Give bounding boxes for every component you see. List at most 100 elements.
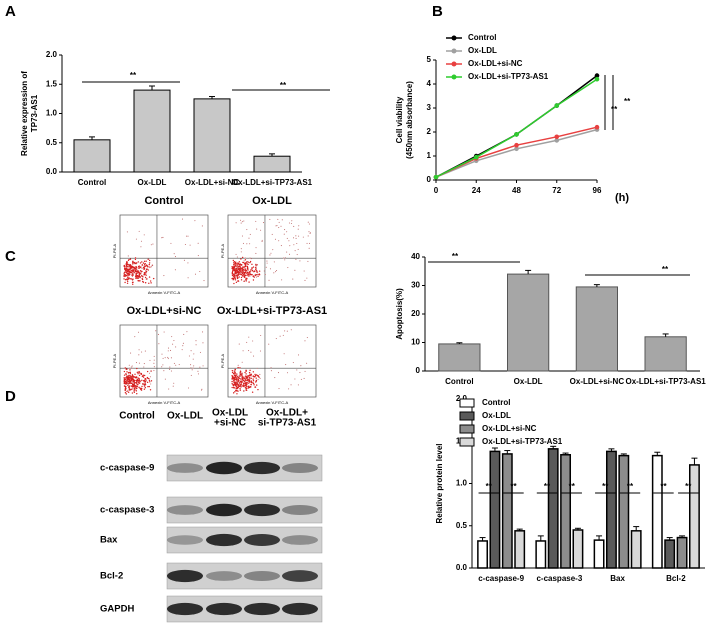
flow-dot xyxy=(288,388,290,390)
flow-dot xyxy=(247,382,250,384)
flow-dot xyxy=(246,265,249,268)
flow-dot xyxy=(233,274,236,277)
flow-dot xyxy=(127,372,130,374)
flow-dot xyxy=(139,270,142,272)
bar xyxy=(547,448,559,569)
flow-dot xyxy=(300,378,302,380)
flow-y-label: PI-PE-A xyxy=(112,243,117,258)
flow-dot xyxy=(286,237,288,239)
flow-dot xyxy=(135,268,138,270)
flow-dot xyxy=(127,269,130,271)
flow-dot xyxy=(248,271,251,273)
y-tick-label: 1.0 xyxy=(456,479,468,488)
flow-dot xyxy=(254,267,257,269)
flow-dot xyxy=(164,378,166,380)
flow-dot xyxy=(249,243,251,245)
flow-dot xyxy=(241,373,243,375)
flow-dot xyxy=(249,378,251,380)
flow-dot xyxy=(308,247,310,249)
flow-dot xyxy=(125,269,127,272)
flow-dot xyxy=(260,334,262,337)
flow-dot xyxy=(126,371,128,373)
flow-dot xyxy=(136,367,138,370)
y-tick-label: 0 xyxy=(416,366,421,375)
flow-dot xyxy=(264,274,266,276)
flow-dot xyxy=(248,237,250,239)
flow-dot xyxy=(145,260,147,262)
flow-dot xyxy=(137,373,139,375)
flow-dot xyxy=(183,259,185,261)
flow-dot xyxy=(250,268,252,271)
flow-dot xyxy=(246,379,248,382)
flow-dot xyxy=(136,385,139,388)
significance-label: ** xyxy=(662,265,669,274)
flow-dot xyxy=(195,340,197,342)
flow-dot xyxy=(233,370,235,372)
flow-dot xyxy=(131,374,134,376)
flow-dot xyxy=(297,248,299,250)
flow-dot xyxy=(127,389,129,392)
flow-dot xyxy=(247,378,249,380)
flow-dot xyxy=(236,375,239,378)
flow-dot xyxy=(262,222,265,224)
flow-dot xyxy=(162,236,164,238)
flow-dot xyxy=(124,281,126,284)
flow-dot xyxy=(125,263,127,266)
flow-dot xyxy=(257,273,259,276)
flow-dot xyxy=(138,377,140,380)
flow-dot xyxy=(245,370,247,373)
flow-dot xyxy=(235,376,237,378)
flow-dot xyxy=(138,362,140,364)
flow-dot xyxy=(142,376,145,378)
flow-dot xyxy=(294,378,296,380)
flow-dot xyxy=(244,280,246,282)
blot-band xyxy=(167,505,203,515)
flow-dot xyxy=(257,388,259,391)
flow-dot xyxy=(233,380,235,382)
flow-dot xyxy=(237,280,240,282)
y-tick-label: 0 xyxy=(427,175,432,184)
flow-dot xyxy=(149,359,151,361)
flow-dot xyxy=(135,362,138,364)
flow-dot xyxy=(236,373,238,375)
y-tick-label: 30 xyxy=(411,281,420,290)
flow-dot xyxy=(252,266,255,268)
flow-dot xyxy=(307,235,309,237)
flow-dot xyxy=(134,267,136,270)
flow-dot xyxy=(284,257,286,259)
flow-dot xyxy=(309,232,311,234)
flow-dot xyxy=(237,262,239,264)
flow-dot xyxy=(274,238,277,240)
flow-dot xyxy=(134,266,136,268)
flow-dot xyxy=(140,240,143,242)
blot-band xyxy=(167,463,203,473)
flow-dot xyxy=(171,336,173,338)
flow-dot xyxy=(124,389,127,391)
significance-label: ** xyxy=(627,482,634,491)
flow-dot xyxy=(135,274,137,276)
flow-dot xyxy=(141,375,144,378)
flow-dot xyxy=(199,366,201,368)
flow-dot xyxy=(168,388,170,390)
flow-dot xyxy=(131,270,133,272)
flow-dot xyxy=(259,377,261,379)
flow-dot xyxy=(132,273,134,275)
blot-band xyxy=(206,461,242,475)
flow-dot xyxy=(136,393,138,395)
bar xyxy=(253,155,291,173)
flow-dot xyxy=(132,367,134,369)
flow-dot xyxy=(197,373,200,375)
flow-dot xyxy=(153,355,155,357)
flow-y-label: PI-PE-A xyxy=(220,243,225,258)
flow-title: Control xyxy=(144,195,183,207)
flow-dot xyxy=(238,383,240,385)
flow-dot xyxy=(173,362,175,364)
flow-dot xyxy=(149,266,151,268)
flow-dot xyxy=(131,385,133,387)
flow-dot xyxy=(131,274,133,276)
flow-dot xyxy=(236,266,239,268)
flow-dot xyxy=(290,329,292,331)
flow-dot xyxy=(134,257,137,259)
y-tick-label: 5 xyxy=(427,55,432,64)
flow-dot xyxy=(239,388,241,390)
